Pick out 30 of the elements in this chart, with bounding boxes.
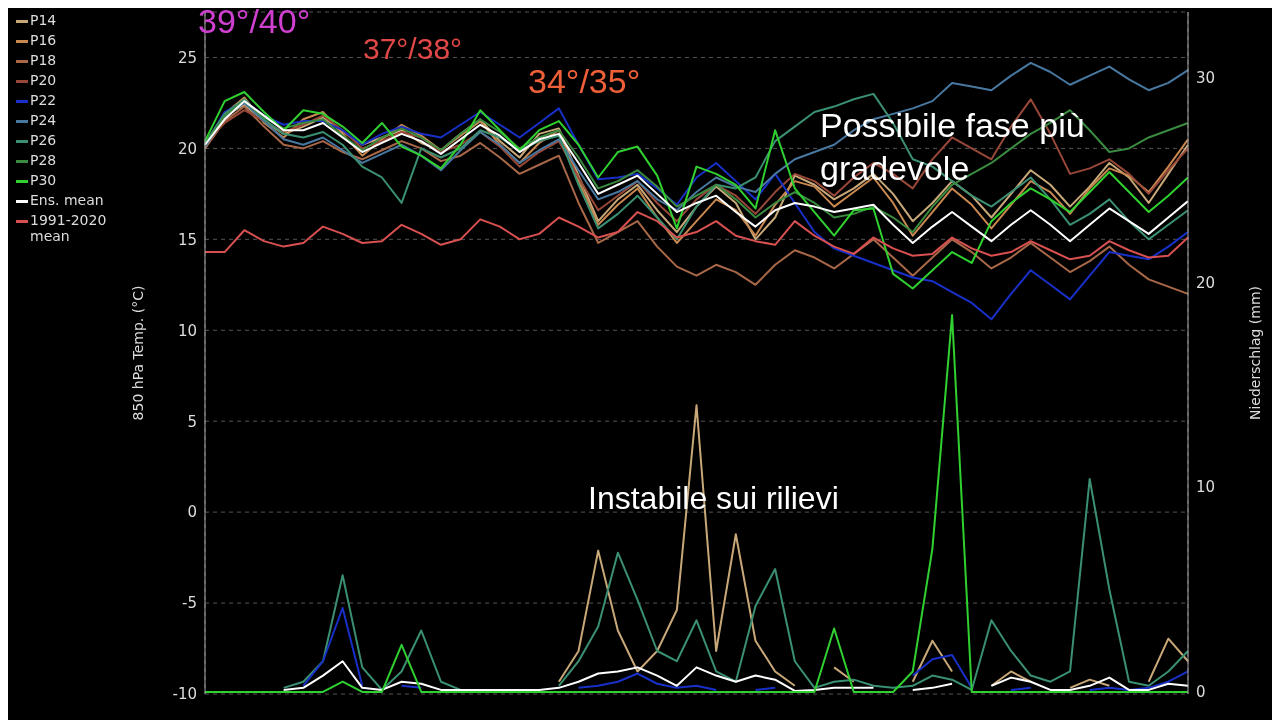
y-tick-label: 5 [187, 412, 197, 431]
y-tick-label: 15 [177, 230, 197, 249]
legend-label: P30 [30, 172, 57, 188]
legend-label: P16 [30, 32, 57, 48]
annotation: 37°/38° [363, 31, 463, 67]
legend-label: P22 [30, 92, 57, 108]
legend-label: P18 [30, 52, 57, 68]
legend-label: P28 [30, 152, 57, 168]
y-tick-label: 10 [177, 321, 197, 340]
y-tick-label: -10 [172, 685, 197, 704]
y-tick-label: 25 [177, 48, 197, 67]
y-tick-label: 20 [177, 139, 197, 158]
annotation: 34°/35° [528, 61, 641, 102]
legend-label: 1991-2020 mean [30, 212, 108, 244]
legend-label: P20 [30, 72, 57, 88]
y-tick-label: 0 [187, 503, 197, 522]
line-series [204, 211, 1189, 261]
legend-label: P24 [30, 112, 57, 128]
legend-label: P14 [30, 12, 57, 28]
y-axis-title: 850 hPa Temp. (°C) [129, 285, 146, 421]
y2-tick-label: 0 [1196, 683, 1206, 702]
legend-label: Ens. mean [30, 192, 104, 208]
y2-tick-label: 10 [1196, 478, 1216, 497]
y2-tick-label: 30 [1196, 68, 1216, 87]
y-tick-label: -5 [182, 594, 197, 613]
annotation: 39°/40° [198, 7, 311, 42]
legend-label: P26 [30, 132, 57, 148]
y2-tick-label: 20 [1196, 273, 1216, 292]
y2-axis-title: Niederschlag (mm) [1246, 285, 1263, 421]
line-series [204, 61, 1189, 212]
